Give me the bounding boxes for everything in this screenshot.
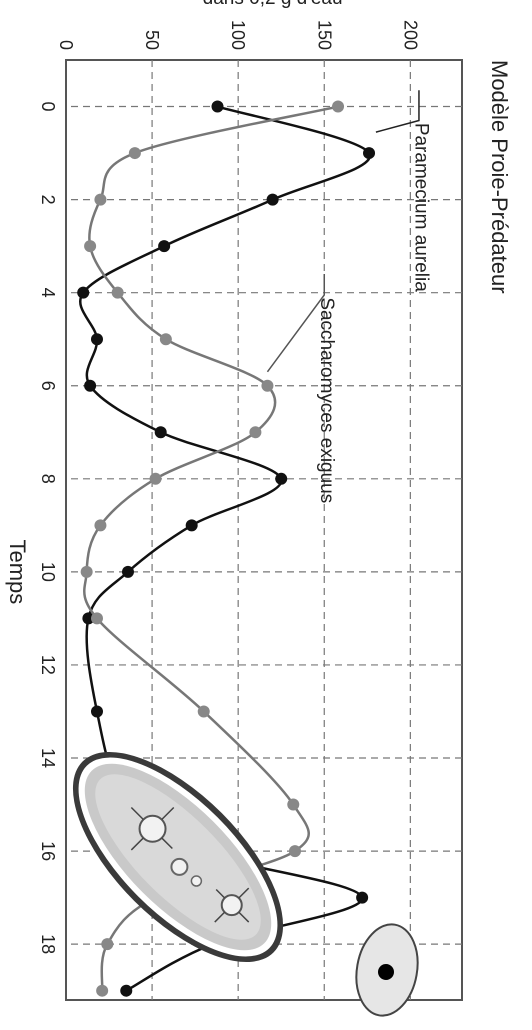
x-tick-label: 16: [38, 841, 58, 861]
data-point-series-1: [211, 100, 224, 113]
x-tick-label: 10: [38, 562, 58, 582]
data-point-series-1: [363, 147, 376, 160]
data-point-series-1: [275, 472, 288, 485]
data-point-series-2: [96, 984, 109, 997]
data-point-series-1: [206, 938, 219, 951]
data-point-series-2: [101, 938, 114, 951]
plot-frame: [65, 59, 463, 1001]
data-point-series-1: [189, 845, 202, 858]
x-axis-label: Temps: [5, 539, 30, 604]
x-tick-label: 0: [38, 102, 58, 112]
plot-area: 0 2 4 6 8 10 12 14 16 18 0 50 100 150 200 Modèle Proie-…: [5, 0, 512, 1001]
data-point-series-1: [84, 379, 97, 392]
x-tick-label: 4: [38, 288, 58, 298]
x-tick-label: 12: [38, 655, 58, 675]
data-point-series-1: [77, 286, 90, 299]
data-point-series-2: [149, 891, 162, 904]
data-point-series-2: [84, 240, 97, 253]
series-label-1: Paramecium aurelia: [411, 123, 432, 292]
y-tick-label: 0: [56, 40, 76, 50]
data-point-series-1: [90, 333, 103, 346]
data-point-series-1: [90, 705, 103, 718]
data-point-series-2: [159, 333, 172, 346]
data-point-series-1: [185, 519, 198, 532]
data-point-series-2: [128, 147, 141, 160]
x-tick-label: 6: [38, 381, 58, 391]
y-tick-label: 200: [400, 20, 420, 50]
data-point-series-1: [158, 240, 171, 253]
data-point-series-1: [120, 984, 133, 997]
data-point-series-2: [261, 379, 274, 392]
leader-line-1: [375, 90, 420, 133]
data-point-series-2: [287, 798, 300, 811]
y-tick-label: 100: [228, 20, 248, 50]
x-tick-label: 8: [38, 474, 58, 484]
data-point-series-2: [149, 472, 162, 485]
y-axis-label-line2: dans 0,2 g d'eau: [203, 0, 343, 9]
data-point-series-1: [120, 798, 133, 811]
x-tick-label: 2: [38, 195, 58, 205]
chart-title: Modèle Proie-Prédateur: [487, 60, 512, 294]
y-tick-label: 150: [314, 20, 334, 50]
data-point-series-1: [266, 193, 279, 206]
data-point-series-2: [94, 519, 107, 532]
series-line-2: [83, 105, 339, 991]
data-point-series-2: [197, 705, 210, 718]
data-point-series-2: [332, 100, 345, 113]
data-point-series-2: [90, 612, 103, 625]
data-point-series-1: [82, 612, 95, 625]
x-tick-label: 18: [38, 934, 58, 954]
series-line-1: [79, 105, 371, 992]
data-point-series-2: [288, 845, 301, 858]
series-label-2: Saccharomyces exiguus: [316, 297, 337, 503]
data-point-series-1: [121, 565, 134, 578]
data-point-series-2: [94, 193, 107, 206]
leader-line-2: [266, 274, 326, 373]
data-point-series-1: [154, 426, 167, 439]
data-point-series-2: [249, 426, 262, 439]
data-point-series-2: [80, 565, 93, 578]
x-tick-label: 14: [38, 748, 58, 768]
y-tick-label: 50: [142, 30, 162, 50]
data-point-series-1: [356, 891, 369, 904]
data-point-series-2: [111, 286, 124, 299]
